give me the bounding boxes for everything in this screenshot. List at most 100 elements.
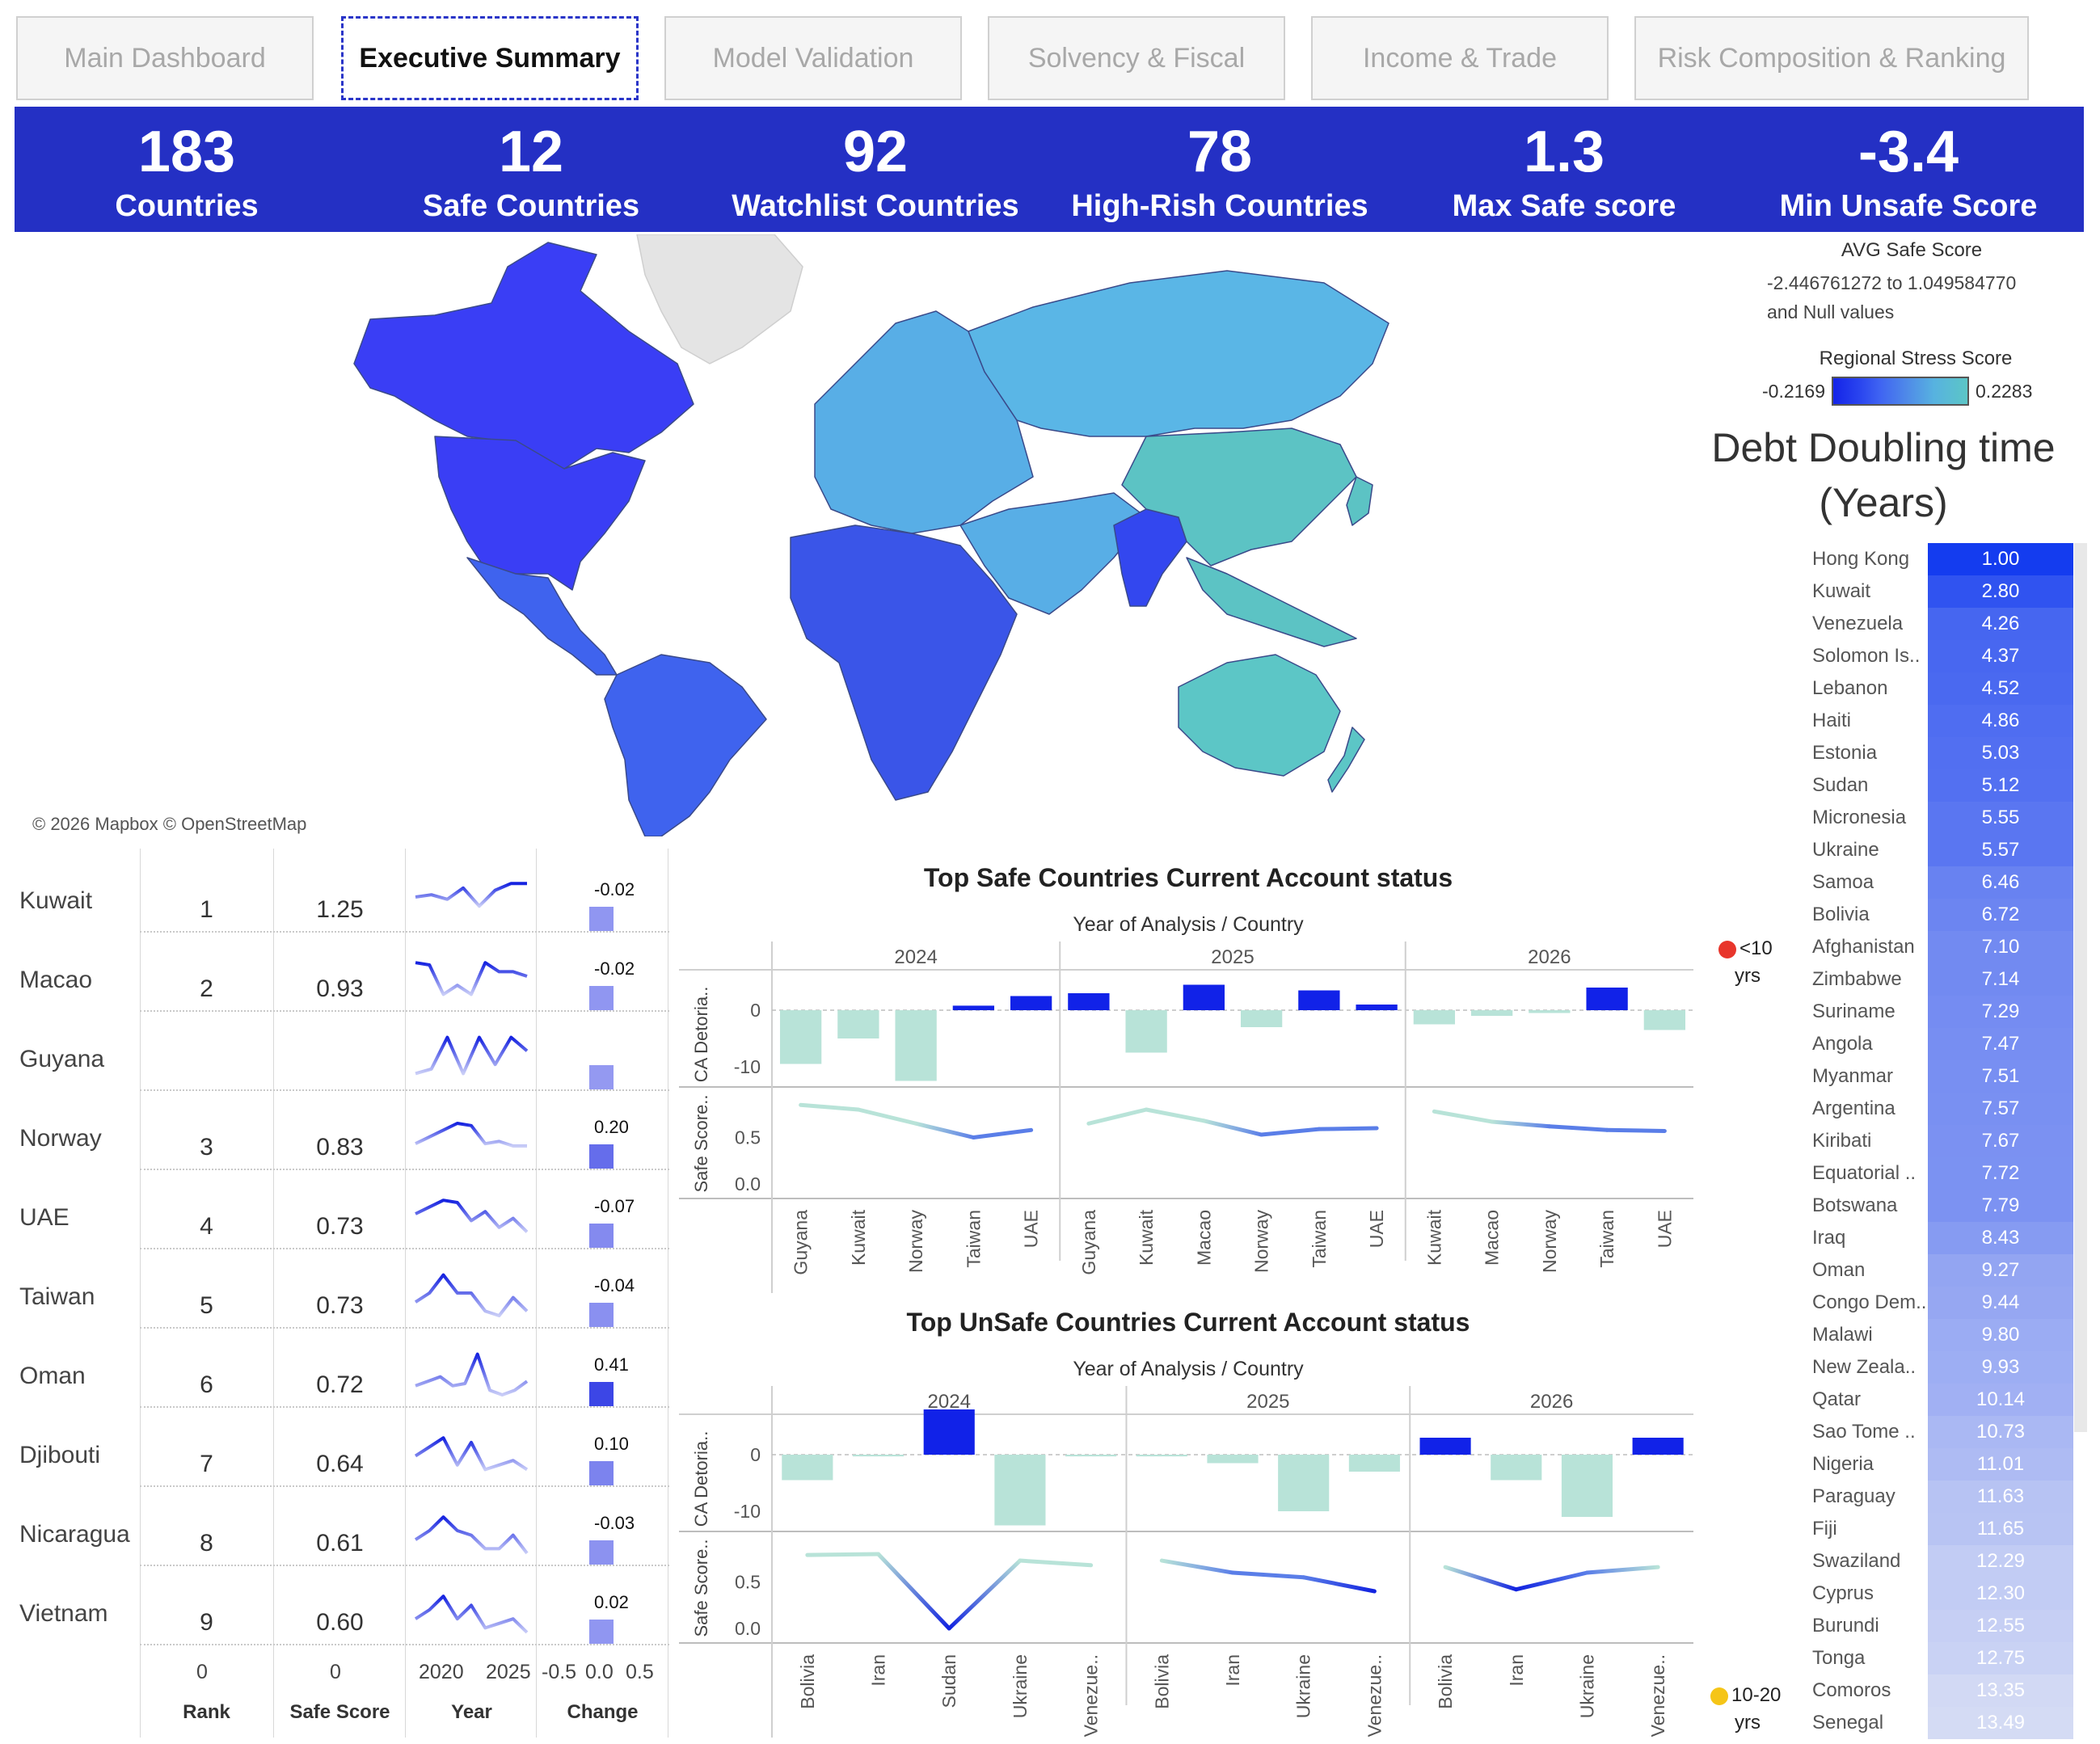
safe-score-line[interactable]	[913, 1121, 976, 1139]
debt-row[interactable]: Hong Kong 1.00	[1803, 543, 2077, 575]
debt-row[interactable]: New Zeala.. 9.93	[1803, 1351, 2077, 1384]
debt-row[interactable]: Sao Tome .. 10.73	[1803, 1416, 2077, 1448]
ca-bar[interactable]	[1356, 1005, 1398, 1010]
map-region-central-america[interactable]	[466, 557, 618, 676]
ranking-row[interactable]: Djibouti 7 0.64 0.10	[15, 1413, 669, 1492]
kpi-high-risk-countries[interactable]: 78 High-Rish Countries	[1048, 107, 1392, 232]
debt-row[interactable]: Malawi 9.80	[1803, 1319, 2077, 1351]
safe-score-line[interactable]	[1159, 1558, 1235, 1575]
map-region-russia[interactable]	[968, 270, 1389, 437]
kpi-min-unsafe-score[interactable]: -3.4 Min Unsafe Score	[1736, 107, 2081, 232]
kpi-safe-countries[interactable]: 12 Safe Countries	[359, 107, 703, 232]
ca-bar[interactable]	[1491, 1455, 1542, 1481]
ca-bar[interactable]	[1348, 1455, 1400, 1472]
debt-row[interactable]: Angola 7.47	[1803, 1028, 2077, 1060]
debt-row[interactable]: Afghanistan 7.10	[1803, 931, 2077, 963]
debt-row[interactable]: Estonia 5.03	[1803, 737, 2077, 769]
debt-row[interactable]: Argentina 7.57	[1803, 1093, 2077, 1125]
debt-row[interactable]: Burundi 12.55	[1803, 1610, 2077, 1642]
kpi-max-safe-score[interactable]: 1.3 Max Safe score	[1392, 107, 1736, 232]
ca-bar[interactable]	[1561, 1455, 1613, 1517]
legend-lt10[interactable]: <10 yrs	[1718, 937, 1773, 988]
debt-row[interactable]: Botswana 7.79	[1803, 1190, 2077, 1222]
safe-score-line[interactable]	[947, 1558, 1023, 1631]
safe-score-line[interactable]	[1443, 1565, 1519, 1592]
safe-score-line[interactable]	[876, 1552, 951, 1631]
safe-score-line[interactable]	[1301, 1575, 1377, 1594]
safe-score-line[interactable]	[799, 1102, 861, 1112]
map-region-africa[interactable]	[790, 524, 1018, 801]
ca-bar[interactable]	[837, 1010, 879, 1038]
map-region-southeast-asia[interactable]	[1186, 557, 1357, 647]
debt-row[interactable]: Nigeria 11.01	[1803, 1448, 2077, 1481]
ranking-row[interactable]: Macao 2 0.93 -0.02	[15, 937, 669, 1017]
debt-row[interactable]: Micronesia 5.55	[1803, 802, 2077, 834]
debt-row[interactable]: Equatorial .. 7.72	[1803, 1157, 2077, 1190]
ca-bar[interactable]	[1183, 984, 1225, 1011]
ca-bar[interactable]	[1068, 993, 1110, 1010]
ranking-row[interactable]: Oman 6 0.72 0.41	[15, 1333, 669, 1413]
map-region-middle-east[interactable]	[959, 492, 1147, 615]
ca-bar[interactable]	[1010, 996, 1052, 1011]
ranking-row[interactable]: UAE 4 0.73 -0.07	[15, 1175, 669, 1254]
safe-score-line[interactable]	[1490, 1119, 1552, 1129]
ca-bar[interactable]	[1125, 1010, 1167, 1053]
ca-bar[interactable]	[1278, 1455, 1330, 1511]
ca-bar[interactable]	[952, 1005, 995, 1010]
debt-row[interactable]: Kuwait 2.80	[1803, 575, 2077, 608]
map-region-australia[interactable]	[1178, 654, 1341, 777]
safe-score-line[interactable]	[1259, 1127, 1322, 1137]
debt-row[interactable]: Samoa 6.46	[1803, 866, 2077, 899]
ranking-row[interactable]: Vietnam 9 0.60 0.02	[15, 1571, 669, 1650]
ca-bar[interactable]	[1632, 1438, 1684, 1455]
ca-bar[interactable]	[994, 1455, 1046, 1526]
ranking-row[interactable]: Nicaragua 8 0.61 -0.03	[15, 1492, 669, 1571]
map-region-east-asia[interactable]	[1121, 428, 1357, 567]
safe-score-line[interactable]	[1144, 1107, 1206, 1123]
map-region-greenland[interactable]	[636, 234, 803, 364]
debt-table-scrollbar[interactable]	[2074, 543, 2087, 1432]
ca-bar[interactable]	[1298, 990, 1340, 1011]
header-change[interactable]: Change	[567, 1701, 639, 1723]
header-year[interactable]: Year	[451, 1701, 492, 1723]
ca-bar[interactable]	[1240, 1010, 1283, 1027]
debt-row[interactable]: Myanmar 7.51	[1803, 1060, 2077, 1093]
safe-score-line[interactable]	[1317, 1126, 1379, 1131]
debt-row[interactable]: Cyprus 12.30	[1803, 1578, 2077, 1610]
safe-score-line[interactable]	[805, 1552, 881, 1557]
ranking-row[interactable]: Guyana	[15, 1017, 669, 1096]
ca-bar[interactable]	[1419, 1438, 1471, 1455]
debt-row[interactable]: Lebanon 4.52	[1803, 672, 2077, 705]
kpi-watchlist-countries[interactable]: 92 Watchlist Countries	[703, 107, 1048, 232]
ca-bar[interactable]	[1586, 988, 1628, 1010]
ca-bar[interactable]	[779, 1010, 822, 1064]
ca-bar[interactable]	[1470, 1010, 1513, 1016]
debt-row[interactable]: Haiti 4.86	[1803, 705, 2077, 737]
map-region-south-america[interactable]	[604, 654, 767, 836]
ca-bar[interactable]	[1643, 1010, 1686, 1030]
safe-score-line[interactable]	[1605, 1127, 1667, 1133]
safe-score-line[interactable]	[856, 1107, 918, 1126]
map-region-india[interactable]	[1113, 508, 1187, 607]
safe-score-line[interactable]	[1086, 1107, 1149, 1126]
debt-row[interactable]: Venezuela 4.26	[1803, 608, 2077, 640]
ca-bar[interactable]	[923, 1409, 975, 1455]
kpi-countries[interactable]: 183 Countries	[15, 107, 359, 232]
safe-score-line[interactable]	[1514, 1570, 1589, 1592]
map-region-north-america[interactable]	[353, 242, 694, 470]
debt-row[interactable]: Suriname 7.29	[1803, 996, 2077, 1028]
debt-row[interactable]: Senegal 13.49	[1803, 1707, 2077, 1739]
ca-bar[interactable]	[1529, 1010, 1571, 1013]
tab-income-trade[interactable]: Income & Trade	[1311, 16, 1609, 100]
tab-solvency-fiscal[interactable]: Solvency & Fiscal	[988, 16, 1285, 100]
debt-row[interactable]: Swaziland 12.29	[1803, 1545, 2077, 1578]
debt-row[interactable]: Ukraine 5.57	[1803, 834, 2077, 866]
legend-10-20[interactable]: 10-20 yrs	[1710, 1684, 1781, 1734]
debt-row[interactable]: Tonga 12.75	[1803, 1642, 2077, 1674]
header-rank[interactable]: Rank	[183, 1701, 230, 1723]
ranking-row[interactable]: Kuwait 1 1.25 -0.02	[15, 858, 669, 937]
debt-row[interactable]: Fiji 11.65	[1803, 1513, 2077, 1545]
tab-executive-summary[interactable]: Executive Summary	[341, 16, 639, 100]
stress-gradient-bar[interactable]	[1832, 377, 1970, 406]
safe-score-line[interactable]	[1018, 1558, 1094, 1568]
